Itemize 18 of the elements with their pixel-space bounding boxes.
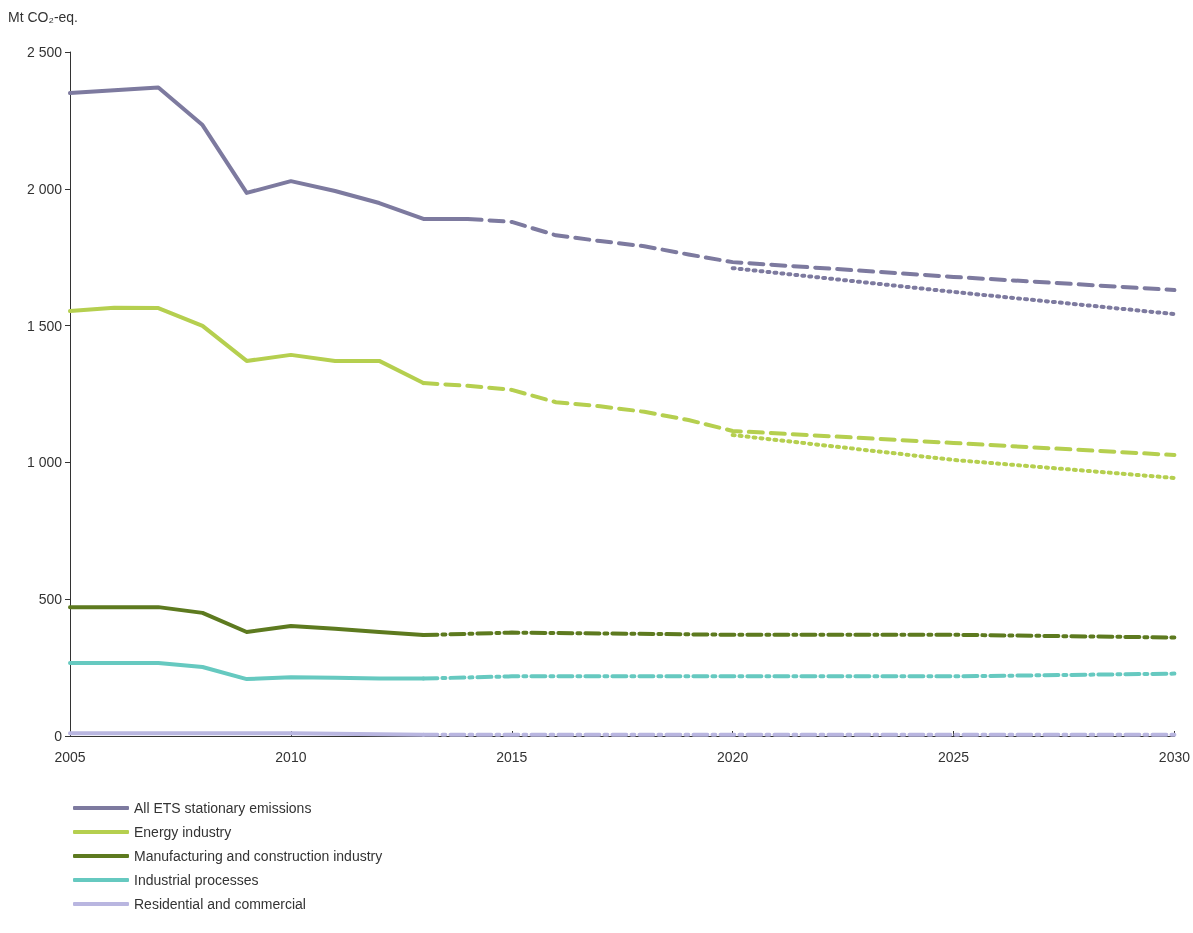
x-tick-label: 2025: [937, 749, 970, 765]
x-tick-label: 2010: [275, 749, 307, 765]
x-tick-label: 2005: [54, 749, 86, 765]
legend-label: Energy industry: [134, 824, 232, 840]
legend-label: Residential and commercial: [134, 896, 306, 912]
y-axis-title: Mt CO₂-eq.: [8, 9, 78, 25]
legend-label: All ETS stationary emissions: [134, 800, 312, 816]
y-tick-label: 2 500: [26, 44, 63, 60]
y-tick-label: 0: [54, 728, 63, 744]
legend-label: Industrial processes: [134, 872, 259, 888]
legend-label: Manufacturing and construction industry: [134, 848, 383, 864]
x-tick-label: 2030: [1158, 749, 1191, 765]
y-tick-label: 1 000: [26, 454, 63, 471]
y-tick-label: 2 000: [26, 180, 63, 197]
y-tick-label: 1 500: [26, 317, 63, 334]
y-tick-label: 500: [38, 591, 63, 608]
x-tick-label: 2015: [496, 749, 528, 765]
x-tick-label: 2020: [717, 749, 749, 765]
